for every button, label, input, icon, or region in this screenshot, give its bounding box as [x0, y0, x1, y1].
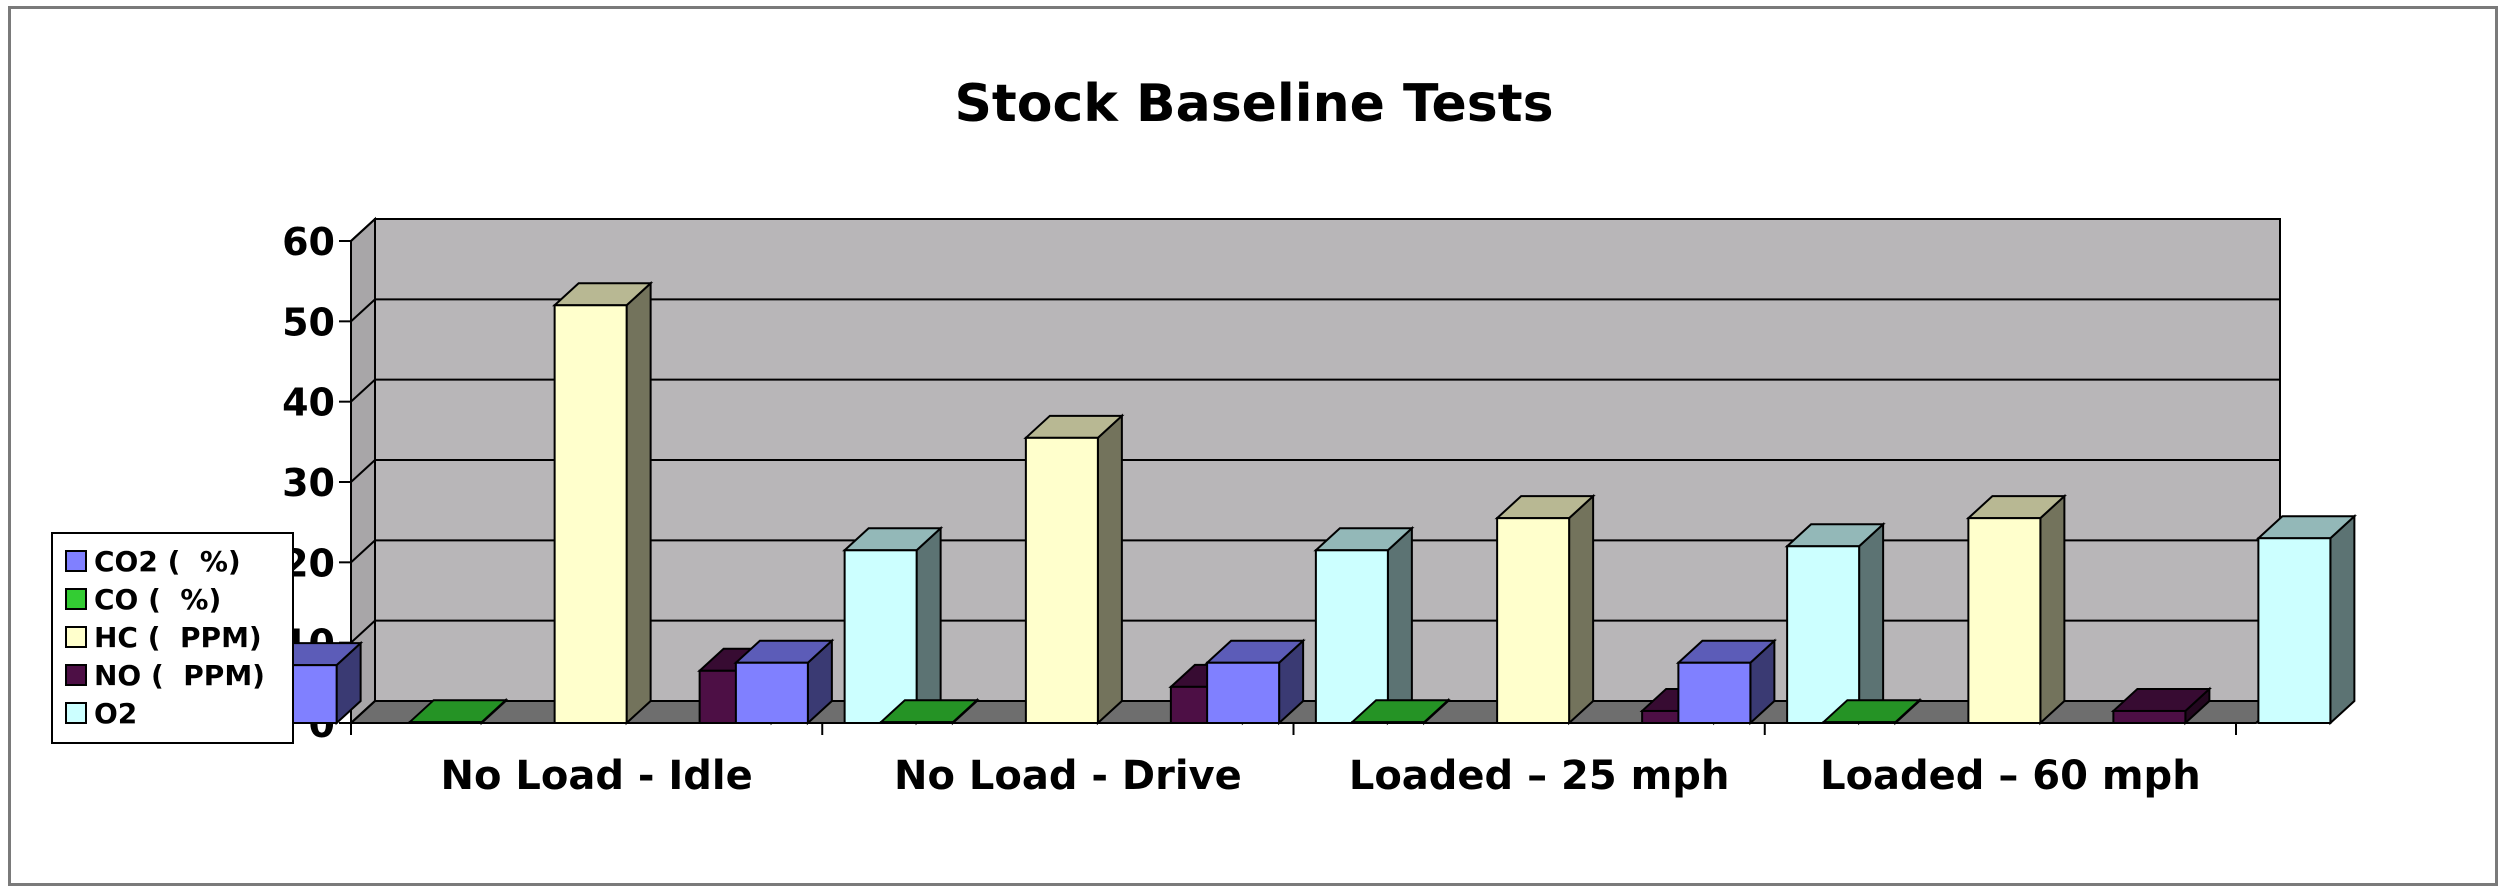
bar-front: [2112, 709, 2187, 725]
x-tick-label: No Load - Drive: [894, 753, 1242, 799]
gridline-side: [350, 459, 376, 483]
bar: [842, 526, 944, 726]
bar-side: [1858, 521, 1885, 726]
legend-swatch: [65, 702, 87, 724]
bar: [1494, 493, 1596, 726]
legend-swatch: [65, 550, 87, 572]
gridline-side: [350, 298, 376, 323]
x-axis: No Load - Idle No Load - Drive Loaded – 25…: [350, 722, 2256, 799]
bar-side: [1386, 526, 1413, 726]
bar: [733, 638, 835, 726]
bar-front: [1967, 517, 2042, 724]
y-tick-label: 60: [282, 220, 335, 264]
legend-swatch: [65, 626, 87, 648]
legend-label: O2: [94, 697, 137, 730]
bar: [1675, 638, 1777, 726]
bar: [2255, 513, 2357, 726]
bar-front: [1206, 661, 1281, 724]
bar-front: [1496, 517, 1571, 724]
y-tick-label: 40: [282, 381, 335, 425]
bar-front: [1677, 661, 1752, 724]
gridline-side: [350, 539, 376, 564]
bar-side: [915, 526, 942, 726]
x-tick-label: No Load - Idle: [440, 753, 752, 799]
legend-label: CO2 ( %): [94, 545, 241, 578]
legend-label: CO ( %): [94, 583, 221, 616]
bar-side: [1096, 413, 1123, 726]
legend-swatch: [65, 588, 87, 610]
legend-label: NO ( PPM): [94, 659, 265, 692]
bar: [1313, 526, 1415, 726]
bar-front: [1786, 545, 1861, 724]
bar-front: [843, 549, 918, 724]
bar-side: [2329, 513, 2356, 726]
bar-front: [2257, 537, 2332, 724]
x-tick-label: Loaded – 60 mph: [1820, 753, 2201, 799]
bar-front: [1024, 436, 1099, 724]
chart-title: Stock Baseline Tests: [954, 74, 1553, 134]
legend-box: [51, 532, 294, 744]
gridline-side: [350, 619, 376, 644]
bar-side: [1568, 493, 1595, 726]
bar-front: [553, 304, 628, 724]
bar-front: [1314, 549, 1389, 724]
chart-frame: Stock Baseline Tests 0102030405060 No Lo…: [8, 6, 2498, 886]
bar: [1784, 521, 1886, 726]
x-tick-label: Loaded – 25 mph: [1349, 753, 1730, 799]
bar: [1965, 493, 2067, 726]
gridline-side: [350, 218, 376, 242]
gridline-side: [350, 700, 376, 724]
bar: [1204, 638, 1306, 726]
bar: [1023, 413, 1125, 726]
bars: [262, 280, 2357, 726]
y-tick-label: 50: [282, 300, 335, 344]
bar-side: [625, 280, 652, 726]
bar: [552, 280, 654, 726]
gridline-side: [350, 378, 376, 403]
legend-label: HC ( PPM): [94, 621, 262, 654]
y-tick-label: 30: [282, 461, 335, 505]
chart: Stock Baseline Tests 0102030405060 No Lo…: [51, 74, 2357, 799]
legend: CO2 ( %) CO ( %) HC ( PPM) NO ( PPM) O2: [51, 532, 294, 744]
bar-front: [734, 661, 809, 724]
bar-side: [2039, 493, 2066, 726]
legend-swatch: [65, 664, 87, 686]
bar: [2110, 686, 2212, 726]
